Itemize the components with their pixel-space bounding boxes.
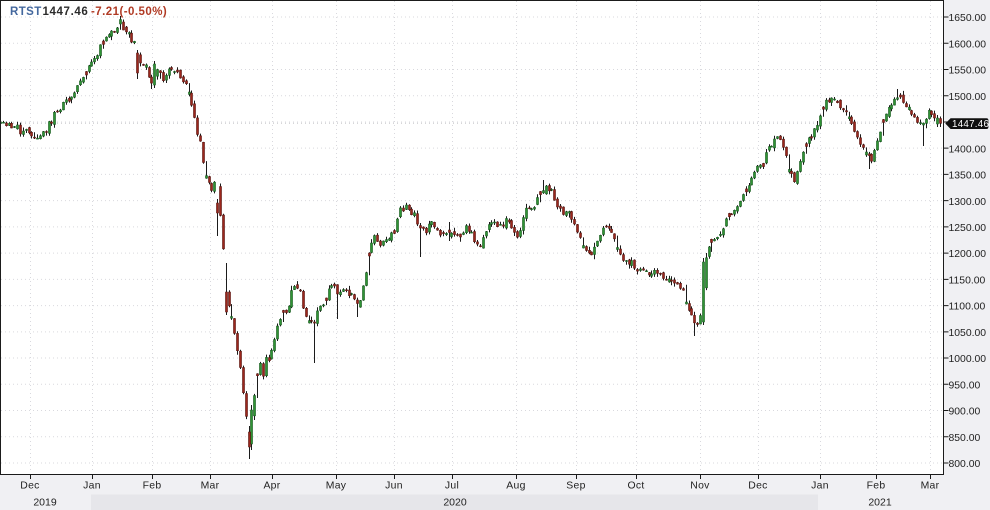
- svg-text:1100.00: 1100.00: [949, 302, 986, 313]
- svg-text:Sep: Sep: [566, 481, 585, 492]
- svg-text:Nov: Nov: [690, 481, 710, 492]
- svg-text:950.00: 950.00: [949, 380, 981, 391]
- svg-text:1300.00: 1300.00: [949, 197, 987, 208]
- svg-text:1650.00: 1650.00: [949, 13, 987, 24]
- svg-text:Jun: Jun: [385, 481, 403, 492]
- svg-text:900.00: 900.00: [949, 407, 981, 418]
- svg-text:Jan: Jan: [811, 481, 829, 492]
- svg-text:Feb: Feb: [867, 481, 886, 492]
- svg-text:-7.21(-0.50%): -7.21(-0.50%): [91, 6, 167, 18]
- svg-text:1150.00: 1150.00: [949, 275, 986, 286]
- svg-text:1500.00: 1500.00: [949, 92, 987, 103]
- svg-text:1250.00: 1250.00: [949, 223, 987, 234]
- svg-text:Mar: Mar: [921, 481, 940, 492]
- svg-text:1200.00: 1200.00: [949, 249, 987, 260]
- svg-text:2020: 2020: [443, 497, 467, 509]
- svg-text:1000.00: 1000.00: [949, 354, 987, 365]
- svg-text:Dec: Dec: [748, 481, 767, 492]
- svg-text:1600.00: 1600.00: [949, 39, 987, 50]
- svg-text:1447.46: 1447.46: [43, 6, 89, 18]
- svg-text:1447.46: 1447.46: [952, 119, 989, 130]
- svg-text:1350.00: 1350.00: [949, 171, 987, 182]
- svg-text:2021: 2021: [868, 497, 892, 509]
- svg-text:Feb: Feb: [143, 481, 162, 492]
- svg-text:2019: 2019: [33, 497, 57, 509]
- svg-text:1050.00: 1050.00: [949, 328, 987, 339]
- svg-text:Jan: Jan: [83, 481, 101, 492]
- svg-text:Aug: Aug: [506, 481, 525, 492]
- svg-text:Apr: Apr: [263, 481, 280, 492]
- svg-text:1400.00: 1400.00: [949, 144, 987, 155]
- svg-text:Dec: Dec: [20, 481, 39, 492]
- svg-text:Mar: Mar: [201, 481, 220, 492]
- svg-text:May: May: [326, 481, 347, 492]
- svg-text:1550.00: 1550.00: [949, 66, 987, 77]
- svg-text:Oct: Oct: [627, 481, 644, 492]
- svg-text:Jul: Jul: [445, 481, 459, 492]
- svg-text:800.00: 800.00: [949, 459, 981, 470]
- svg-text:RTST: RTST: [10, 6, 42, 18]
- svg-text:850.00: 850.00: [949, 433, 981, 444]
